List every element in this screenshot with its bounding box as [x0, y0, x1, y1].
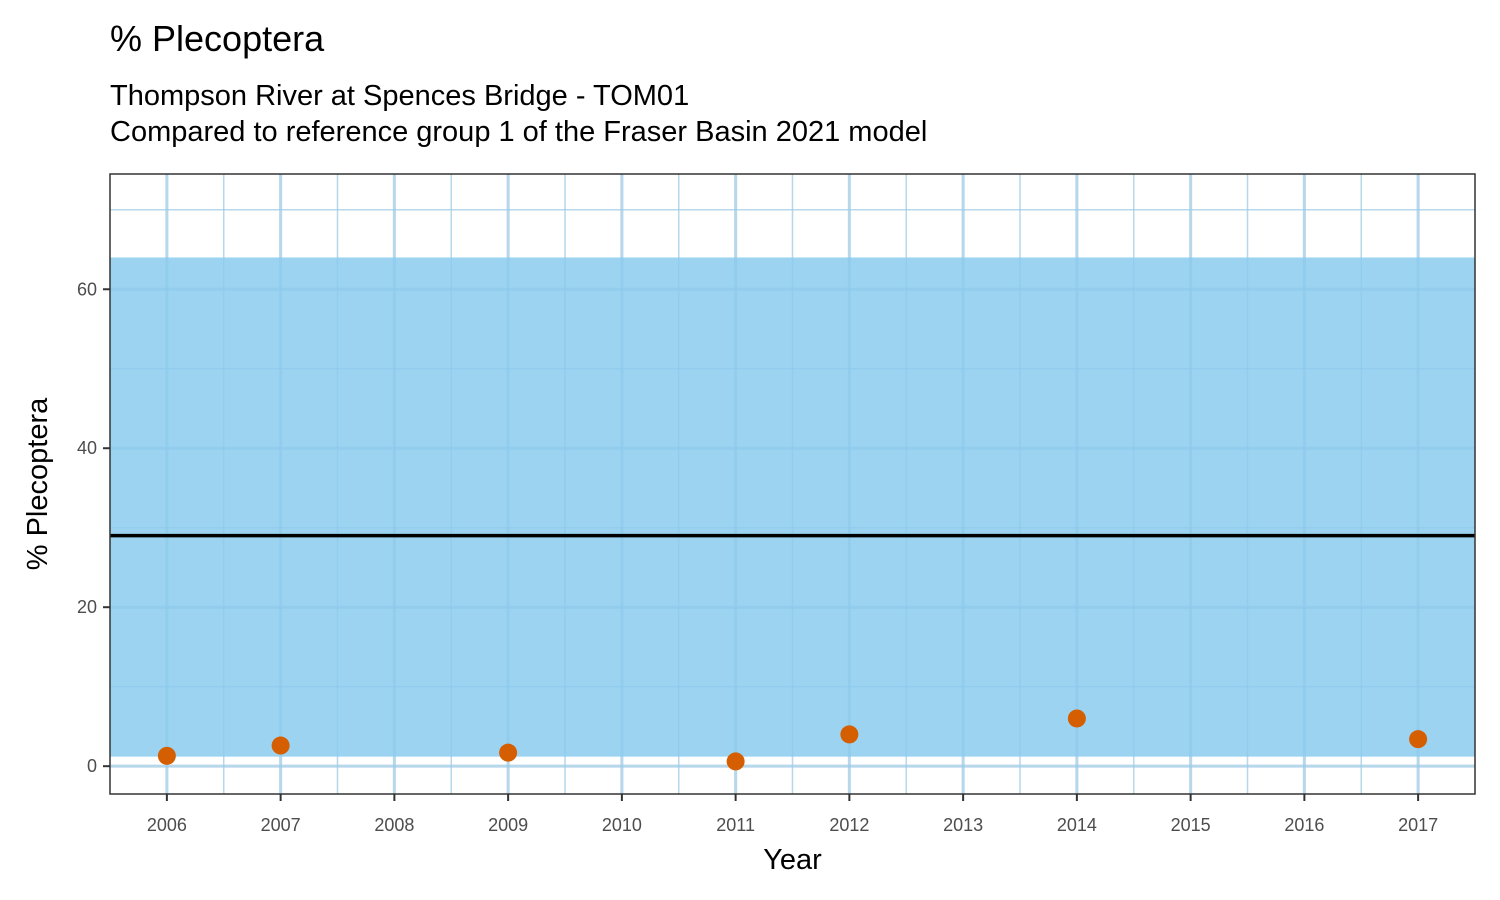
data-point [499, 743, 518, 762]
x-tick-label: 2016 [1284, 815, 1324, 835]
x-tick-label: 2007 [261, 815, 301, 835]
y-tick-label: 40 [77, 438, 97, 458]
x-tick-label: 2008 [374, 815, 414, 835]
plot-panel-border [109, 173, 1476, 795]
data-point [271, 736, 290, 755]
x-tick-label: 2017 [1398, 815, 1438, 835]
x-tick-label: 2013 [943, 815, 983, 835]
y-axis-label: % Plecoptera [22, 397, 54, 570]
y-tick-label: 20 [77, 597, 97, 617]
x-tick-label: 2014 [1057, 815, 1097, 835]
grid-lines-over-band [110, 174, 1475, 794]
chart-subtitle-line-2: Compared to reference group 1 of the Fra… [110, 116, 928, 148]
data-points [157, 709, 1428, 771]
chart-subtitle-line-1: Thompson River at Spences Bridge - TOM01 [110, 80, 690, 112]
x-tick-label: 2009 [488, 815, 528, 835]
x-tick-label: 2010 [602, 815, 642, 835]
data-point [1409, 730, 1428, 749]
x-tick-label: 2011 [716, 815, 755, 835]
data-point [726, 752, 745, 771]
chart-title: % Plecoptera [110, 18, 325, 59]
x-axis: 2006 2007 2008 2009 2010 2011 2012 2013 2014 2015… [147, 794, 1438, 835]
x-tick-label: 2006 [147, 815, 187, 835]
y-axis: 0 20 40 60 [77, 279, 110, 776]
x-tick-label: 2015 [1171, 815, 1211, 835]
data-point [157, 746, 176, 765]
y-tick-label: 60 [77, 279, 97, 299]
y-tick-label: 0 [87, 756, 97, 776]
x-axis-label: Year [763, 844, 822, 876]
data-point [840, 725, 859, 744]
data-point [1067, 709, 1086, 728]
x-tick-label: 2012 [829, 815, 869, 835]
